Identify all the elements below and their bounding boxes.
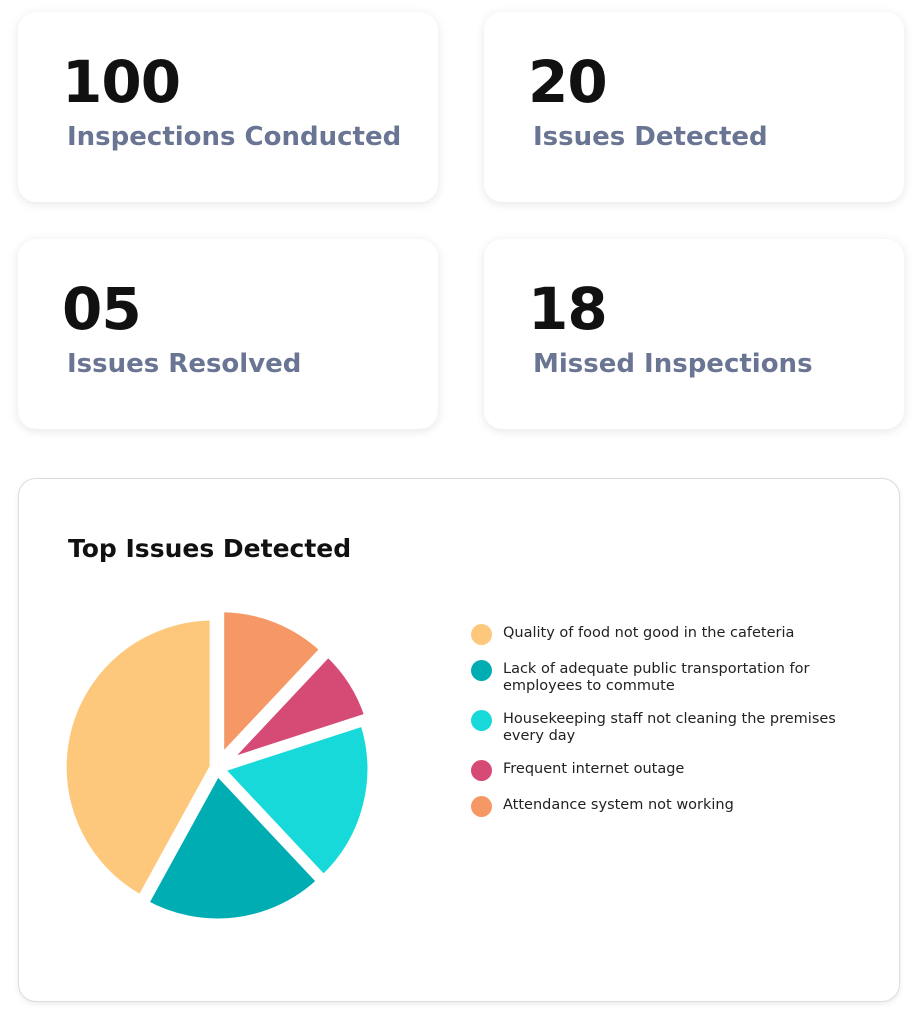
stat-value: 100 [62,48,181,116]
stat-label: Issues Resolved [67,349,302,379]
stat-card-inspections-conducted: 100 Inspections Conducted [18,12,438,202]
stat-value: 05 [62,275,142,343]
stat-value: 20 [528,48,608,116]
stat-card-issues-detected: 20 Issues Detected [484,12,904,202]
legend-label: Lack of adequate public transportation f… [503,661,810,694]
legend-swatch [471,796,492,817]
legend-item: Attendance system not working [471,796,871,817]
pie-slice-0 [59,613,217,904]
chart-title: Top Issues Detected [68,534,352,563]
chart-legend: Quality of food not good in the cafeteri… [471,624,871,833]
pie-slice-2 [214,718,375,884]
legend-swatch [471,660,492,681]
pie-slice-4 [217,605,329,768]
legend-item: Housekeeping staff not cleaning the prem… [471,710,871,745]
stat-label: Inspections Conducted [67,122,402,152]
stat-card-missed-inspections: 18 Missed Inspections [484,239,904,429]
stat-value: 18 [528,275,608,343]
legend-label: Frequent internet outage [503,761,685,777]
legend-label: Housekeeping staff not cleaning the prem… [503,711,836,744]
legend-swatch [471,710,492,731]
legend-label: Attendance system not working [503,797,734,813]
pie-chart [59,605,375,926]
pie-slice-1 [140,766,326,926]
stat-label: Missed Inspections [533,349,813,379]
stat-card-issues-resolved: 05 Issues Resolved [18,239,438,429]
top-issues-chart-card: Top Issues Detected Quality of food not … [18,478,900,1002]
legend-item: Lack of adequate public transportation f… [471,660,871,695]
legend-swatch [471,760,492,781]
legend-item: Quality of food not good in the cafeteri… [471,624,871,645]
legend-swatch [471,624,492,645]
legend-item: Frequent internet outage [471,760,871,781]
legend-label: Quality of food not good in the cafeteri… [503,625,795,641]
pie-slice-3 [222,648,373,766]
stat-label: Issues Detected [533,122,768,152]
